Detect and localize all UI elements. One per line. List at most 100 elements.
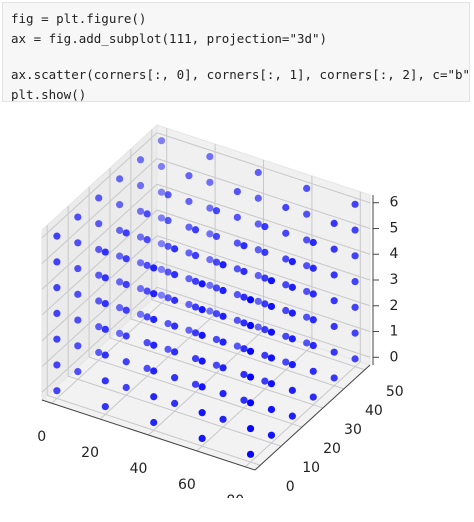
point xyxy=(122,280,130,289)
point xyxy=(198,280,206,288)
point xyxy=(246,424,255,433)
point xyxy=(53,335,61,343)
grid-line xyxy=(156,286,371,358)
point xyxy=(219,364,227,372)
point xyxy=(164,345,172,353)
point xyxy=(150,264,158,272)
code-line: fig = plt.figure() xyxy=(11,11,147,26)
code-line: ax = fig.add_subplot(111, projection="3d… xyxy=(11,31,328,46)
grid-line xyxy=(41,158,158,264)
z-tick-label: 0 xyxy=(390,349,399,365)
point xyxy=(309,316,317,324)
point xyxy=(303,339,311,347)
point xyxy=(185,172,193,180)
point xyxy=(164,268,172,276)
point xyxy=(351,355,359,363)
point xyxy=(53,387,61,395)
point xyxy=(212,232,221,241)
point xyxy=(122,358,130,366)
point xyxy=(136,310,145,318)
point xyxy=(157,240,166,248)
grid-line xyxy=(41,132,158,239)
point xyxy=(246,399,255,407)
point xyxy=(116,226,124,234)
point xyxy=(233,187,241,196)
point xyxy=(206,152,214,161)
point xyxy=(233,342,241,350)
point xyxy=(185,249,193,257)
point xyxy=(303,210,311,218)
point xyxy=(206,256,214,264)
point xyxy=(267,277,276,285)
point xyxy=(303,262,311,270)
z-tick-label: 3 xyxy=(390,272,399,288)
point xyxy=(95,194,103,202)
point xyxy=(233,291,241,299)
point xyxy=(282,203,290,212)
point xyxy=(309,264,317,272)
point xyxy=(116,278,124,286)
point xyxy=(254,297,262,305)
point xyxy=(267,380,276,388)
point xyxy=(101,299,109,308)
point xyxy=(206,307,214,315)
point xyxy=(101,351,109,359)
code-line: ax.scatter(corners[:, 0], corners[:, 1],… xyxy=(11,67,470,82)
point xyxy=(267,302,276,311)
point xyxy=(288,361,296,369)
axis-line xyxy=(254,364,371,471)
point xyxy=(254,271,262,280)
point xyxy=(254,220,262,228)
point xyxy=(212,258,221,266)
point xyxy=(330,219,338,228)
point xyxy=(191,354,200,363)
point xyxy=(206,204,214,212)
point xyxy=(288,283,296,291)
grid-line xyxy=(156,158,371,229)
point xyxy=(198,357,206,365)
point xyxy=(309,367,317,375)
point xyxy=(116,304,124,312)
point xyxy=(240,267,248,276)
point xyxy=(330,297,338,305)
grid-line xyxy=(67,375,282,447)
point xyxy=(282,306,290,315)
point xyxy=(330,374,338,382)
point xyxy=(206,178,214,186)
grid-line xyxy=(41,261,158,367)
point xyxy=(330,322,338,331)
point xyxy=(95,245,103,254)
point xyxy=(212,207,221,215)
point xyxy=(261,300,269,308)
point xyxy=(143,210,151,218)
point xyxy=(351,226,359,234)
point xyxy=(164,242,172,250)
point xyxy=(240,242,248,250)
y-tick-label: 0 xyxy=(286,479,295,495)
point xyxy=(171,374,179,382)
code-cell: fig = plt.figure() ax = fig.add_subplot(… xyxy=(2,2,470,102)
point xyxy=(303,236,311,244)
grid-line xyxy=(41,286,158,393)
point xyxy=(171,399,179,408)
point xyxy=(219,415,227,423)
grid-line xyxy=(156,132,371,204)
point xyxy=(101,274,109,282)
point xyxy=(288,257,296,266)
point xyxy=(116,201,124,209)
point xyxy=(191,380,200,388)
grid-line xyxy=(151,299,365,371)
z-tick-label: 6 xyxy=(390,195,399,211)
point xyxy=(351,277,359,286)
point xyxy=(122,332,130,340)
point xyxy=(136,259,145,267)
point xyxy=(150,418,158,427)
point xyxy=(171,296,179,304)
y-tick-label: 30 xyxy=(344,422,362,438)
point xyxy=(143,261,151,269)
point xyxy=(233,239,241,247)
point xyxy=(254,168,262,177)
point xyxy=(157,291,166,299)
x-tick-label: 40 xyxy=(130,461,148,477)
point xyxy=(351,200,359,208)
